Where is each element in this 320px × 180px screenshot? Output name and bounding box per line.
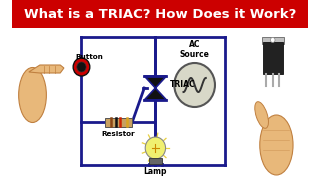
- Circle shape: [270, 37, 275, 42]
- Text: AC
Source: AC Source: [180, 40, 210, 59]
- Text: Resistor: Resistor: [102, 130, 135, 136]
- Circle shape: [145, 137, 165, 159]
- Text: TRIAC: TRIAC: [170, 80, 196, 89]
- Polygon shape: [144, 88, 166, 100]
- Text: Lamp: Lamp: [144, 167, 167, 176]
- Circle shape: [73, 58, 90, 76]
- Bar: [12, 0, 308, 28]
- Text: What is a TRIAC? How Does it Work?: What is a TRIAC? How Does it Work?: [24, 8, 296, 21]
- Ellipse shape: [260, 115, 293, 175]
- Circle shape: [174, 63, 215, 107]
- Circle shape: [77, 62, 86, 72]
- Bar: [149, 158, 162, 164]
- Bar: [262, 37, 284, 44]
- Polygon shape: [144, 76, 166, 88]
- Bar: [105, 118, 132, 127]
- Bar: [262, 42, 283, 74]
- Ellipse shape: [255, 102, 268, 128]
- Ellipse shape: [19, 68, 46, 123]
- Polygon shape: [29, 65, 64, 73]
- Text: Button: Button: [75, 54, 103, 60]
